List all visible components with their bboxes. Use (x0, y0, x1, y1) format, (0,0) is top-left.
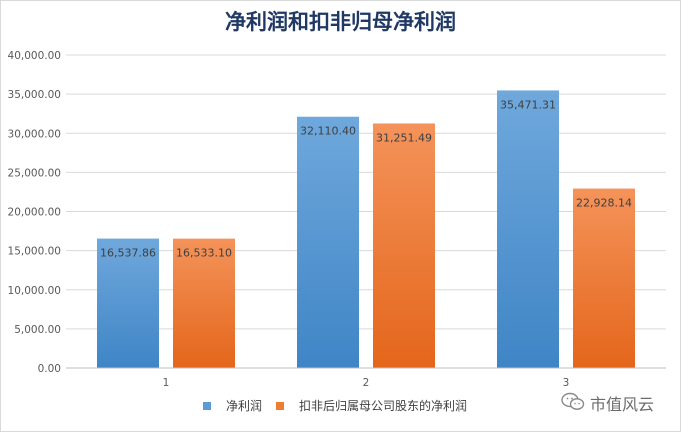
data-label: 16,537.86 (100, 247, 156, 260)
data-label: 16,533.10 (176, 247, 232, 260)
y-tick-label: 10,000.00 (8, 285, 61, 297)
x-tick-label: 2 (363, 377, 370, 389)
legend-label: 扣非后归属母公司股东的净利润 (299, 398, 467, 413)
bar-series2-cat3 (573, 188, 635, 368)
bar-series2-cat2 (373, 123, 435, 368)
bar-series1-cat3 (497, 90, 559, 368)
watermark-text: 市值风云 (590, 395, 655, 414)
y-tick-label: 40,000.00 (8, 50, 61, 62)
x-tick-label: 1 (163, 377, 170, 389)
chart-title: 净利润和扣非归母净利润 (225, 9, 456, 34)
legend-swatch (203, 402, 211, 410)
y-tick-label: 15,000.00 (8, 246, 61, 258)
x-tick-label: 3 (563, 377, 570, 389)
bar-series1-cat2 (297, 116, 359, 369)
y-tick-label: 20,000.00 (8, 207, 61, 219)
y-tick-label: 5,000.00 (14, 324, 61, 336)
wechat-bubble-icon (561, 392, 585, 410)
legend-swatch (276, 402, 284, 410)
data-label: 31,251.49 (376, 131, 432, 144)
y-tick-label: 0.00 (38, 363, 61, 375)
bar-series2-cat1 (173, 238, 235, 368)
data-label: 35,471.31 (500, 98, 556, 111)
legend-label: 净利润 (226, 399, 262, 413)
y-tick-label: 30,000.00 (8, 128, 61, 140)
y-tick-label: 35,000.00 (8, 89, 61, 101)
y-tick-label: 25,000.00 (8, 167, 61, 179)
data-label: 32,110.40 (300, 125, 356, 138)
data-label: 22,928.14 (576, 197, 632, 210)
bar-series1-cat1 (97, 238, 159, 368)
